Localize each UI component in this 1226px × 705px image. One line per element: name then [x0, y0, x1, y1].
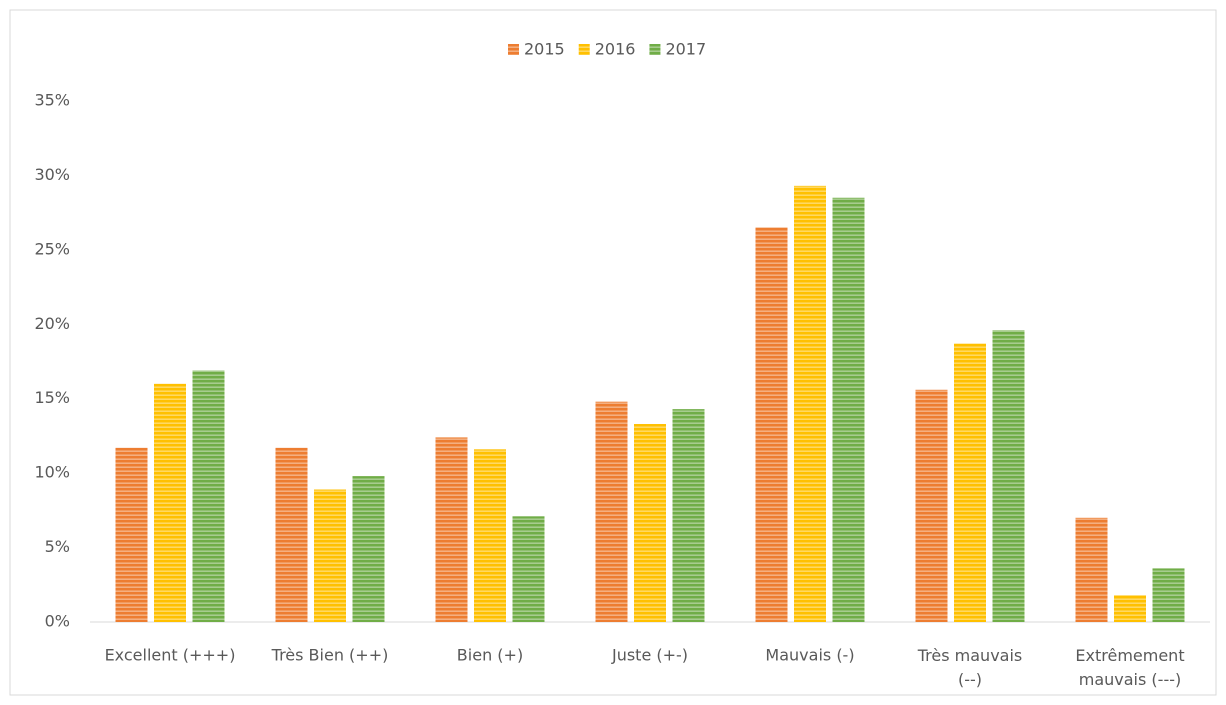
legend-swatch — [508, 44, 519, 55]
x-tick-label: Bien (+) — [457, 646, 523, 665]
y-tick-label: 25% — [34, 239, 70, 258]
bar — [512, 516, 545, 622]
x-tick-label: Excellent (+++) — [105, 646, 236, 665]
bar — [915, 389, 948, 622]
bar — [154, 383, 186, 622]
y-tick-label: 0% — [45, 612, 70, 631]
bar — [1075, 517, 1108, 622]
bar — [474, 449, 506, 622]
legend-label: 2017 — [665, 40, 706, 59]
legend-swatch — [649, 44, 661, 55]
bar — [794, 185, 826, 622]
bar — [115, 447, 148, 622]
x-tick-label: Mauvais (-) — [765, 646, 854, 665]
y-tick-label: 20% — [34, 314, 70, 333]
legend-swatch — [578, 44, 590, 55]
y-tick-label: 10% — [34, 463, 70, 482]
bar — [275, 447, 308, 622]
y-tick-label: 35% — [34, 91, 70, 110]
y-tick-label: 5% — [45, 537, 70, 556]
bar — [192, 370, 225, 622]
bar — [954, 343, 986, 622]
legend-label: 2016 — [595, 40, 636, 59]
x-tick-label: Très mauvais (--) — [917, 646, 1023, 689]
x-tick-label: Juste (+-) — [611, 646, 688, 665]
y-tick-label: 15% — [34, 388, 70, 407]
bar — [314, 489, 346, 622]
bar — [595, 401, 628, 622]
y-tick-label: 30% — [34, 165, 70, 184]
bar — [992, 330, 1025, 622]
bar — [1152, 568, 1185, 622]
bar — [634, 424, 666, 622]
bar — [435, 437, 468, 622]
bar — [672, 409, 705, 622]
bar — [352, 476, 385, 622]
bar — [755, 227, 788, 622]
x-tick-label: Très Bien (++) — [271, 646, 389, 665]
x-tick-label: Extrêmement mauvais (---) — [1075, 646, 1184, 689]
legend-label: 2015 — [524, 40, 565, 59]
bar — [1114, 595, 1146, 622]
bar — [832, 197, 865, 622]
